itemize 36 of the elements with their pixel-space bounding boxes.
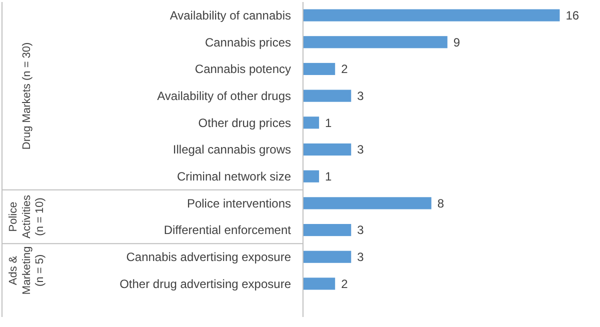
y-tick-label: Availability of other drugs	[157, 89, 291, 104]
y-tick-label: Cannabis advertising exposure	[126, 250, 292, 264]
y-tick-label: Illegal cannabis grows	[172, 142, 291, 157]
bar	[303, 62, 336, 76]
data-label: 16	[566, 8, 580, 22]
data-label: 2	[341, 62, 348, 76]
y-tick-label: Cannabis potency	[194, 62, 291, 76]
bar	[303, 9, 560, 22]
data-label: 2	[341, 276, 348, 291]
bar	[303, 278, 336, 290]
bar	[303, 250, 352, 263]
data-label: 3	[357, 142, 364, 157]
y-tick-label: Availability of cannabis	[170, 8, 291, 22]
bar	[303, 170, 320, 182]
data-label: 1	[325, 170, 332, 184]
bar	[303, 143, 352, 156]
y-tick-label: Cannabis prices	[204, 35, 291, 50]
bar	[303, 36, 448, 48]
bar	[303, 116, 320, 129]
text: Police Activities (n = 10)	[8, 194, 46, 238]
data-label: 8	[437, 196, 444, 210]
data-label: 9	[453, 35, 460, 50]
data-label: 3	[357, 250, 364, 264]
y-tick-label: Differential enforcement	[164, 223, 292, 238]
y-tick-label: Police interventions	[186, 196, 291, 210]
bar	[303, 90, 352, 102]
y-tick-label: Other drug advertising exposure	[120, 276, 292, 291]
data-label: 3	[357, 223, 364, 238]
data-label: 3	[357, 89, 364, 104]
bar	[303, 224, 352, 236]
bar	[303, 197, 432, 210]
text: Ads & Marketing (n = 5)	[8, 246, 46, 295]
data-label: 1	[325, 116, 332, 130]
y-tick-label: Other drug prices	[198, 116, 291, 130]
text: Drug Markets (n = 30)	[20, 42, 33, 150]
y-tick-label: Criminal network size	[176, 170, 292, 184]
